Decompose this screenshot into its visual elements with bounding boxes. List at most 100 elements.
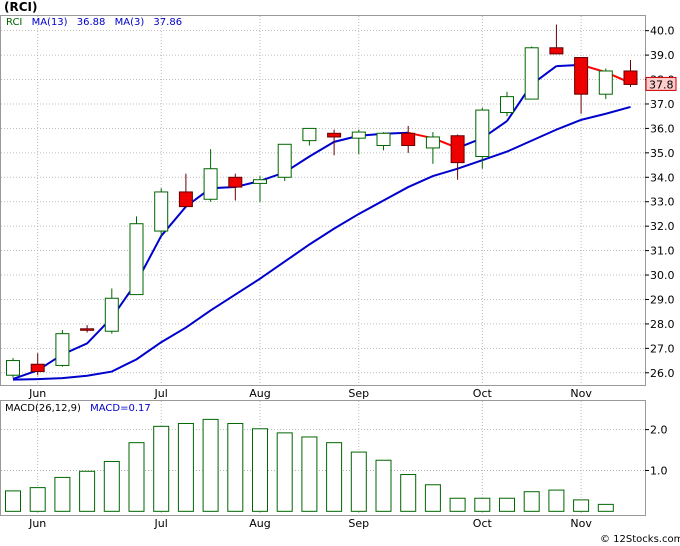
macd-bar: [449, 497, 466, 512]
price-y-tick-label: 28.0: [650, 318, 675, 331]
legend: RCI MA(13) 36.88 MA(3) 37.86: [6, 17, 182, 28]
watermark: © 12Stocks.com: [600, 534, 680, 545]
macd-x-month-label: Jul: [154, 517, 168, 530]
candle-body-down: [80, 328, 95, 331]
macd-bar: [350, 451, 367, 512]
price-x-month-label: Sep: [348, 387, 369, 400]
macd-y-tick-label: 2.0: [650, 424, 668, 437]
price-y-tick-label: 39.0: [650, 49, 675, 62]
ma13-line: [12, 105, 631, 381]
candle-body-down: [450, 135, 465, 164]
candle-body-down: [30, 363, 45, 373]
candle-body-up: [351, 131, 366, 139]
macd-legend: MACD(26,12,9) MACD=0.17: [5, 403, 151, 414]
macd-y-tick-label: 1.0: [650, 464, 668, 477]
last-price-tag: 37.8: [645, 76, 677, 91]
legend-series-label: RCI: [6, 17, 22, 28]
macd-bar: [573, 499, 590, 512]
macd-bar: [499, 497, 515, 512]
candle-body-up: [475, 109, 490, 158]
candlestick-layer: [6, 24, 638, 378]
macd-bar: [276, 432, 293, 512]
macd-value-label: MACD=0.17: [90, 403, 151, 414]
candle-body-down: [623, 70, 638, 85]
candle-body-up: [6, 360, 20, 376]
price-y-tick-label: 30.0: [650, 269, 675, 282]
macd-bar: [103, 460, 120, 512]
macd-bar: [54, 476, 71, 512]
price-y-tick-label: 29.0: [650, 293, 675, 306]
price-y-tick-label: 40.0: [650, 25, 675, 38]
chart-title: (RCI): [4, 0, 37, 14]
price-x-month-label: Jul: [154, 387, 168, 400]
candle-body-up: [104, 297, 119, 332]
candle-body-up: [302, 127, 317, 142]
macd-x-month-label: Nov: [570, 517, 592, 530]
macd-bar: [227, 422, 244, 512]
candle-body-up: [598, 70, 613, 95]
macd-x-axis: Jun Jul Aug Sep Oct Nov: [28, 517, 592, 530]
macd-y-axis: 1.0 2.0: [645, 424, 668, 477]
ma13-line-layer: [12, 105, 631, 381]
candle-body-up: [500, 96, 514, 114]
macd-bar: [128, 442, 145, 512]
macd-bar: [153, 425, 170, 512]
macd-bar: [474, 497, 491, 512]
legend-ma13-label: MA(13): [32, 17, 68, 28]
price-y-axis: 26.0 27.0 28.0 29.0 30.0 31.0 32.0 33.0 34.0 35.0…: [645, 25, 675, 380]
macd-bar: [5, 490, 21, 512]
candle-body-up: [376, 132, 391, 147]
price-y-tick-label: 35.0: [650, 147, 675, 160]
candle-body-up: [55, 333, 70, 366]
candle-body-up: [203, 168, 218, 200]
price-x-month-label: Aug: [249, 387, 270, 400]
macd-bar: [177, 422, 194, 512]
candle-body-down: [549, 47, 564, 55]
candle-body-up: [253, 179, 267, 184]
macd-bar-layer: [5, 418, 614, 512]
macd-label: MACD(26,12,9): [5, 403, 81, 414]
macd-x-month-label: Jun: [28, 517, 46, 530]
macd-bar: [597, 503, 614, 512]
legend-ma3-label: MA(3): [115, 17, 145, 28]
price-y-tick-label: 34.0: [650, 171, 675, 184]
candle-body-up: [154, 191, 169, 232]
macd-bar: [29, 487, 46, 512]
macd-bar: [252, 428, 268, 512]
price-x-month-label: Nov: [570, 387, 592, 400]
macd-bar: [301, 436, 318, 512]
macd-bar: [79, 470, 96, 512]
macd-bar: [202, 418, 219, 512]
macd-bar: [424, 484, 441, 512]
legend-ma13-value: 36.88: [77, 17, 106, 28]
price-x-month-label: Oct: [473, 387, 493, 400]
candle-body-down: [574, 57, 589, 95]
price-y-tick-label: 32.0: [650, 220, 675, 233]
price-y-tick-label: 36.0: [650, 122, 675, 135]
macd-bar: [523, 491, 540, 512]
price-y-tick-label: 33.0: [650, 196, 675, 209]
candle-body-down: [401, 132, 416, 147]
macd-x-month-label: Oct: [473, 517, 493, 530]
price-y-tick-label: 31.0: [650, 245, 675, 258]
candle-body-up: [277, 143, 292, 178]
candle-body-up: [524, 47, 539, 100]
candle-body-up: [425, 136, 440, 149]
macd-x-month-label: Aug: [249, 517, 270, 530]
macd-bar: [400, 474, 417, 512]
price-grid: [1, 16, 645, 385]
candle-body-down: [327, 132, 342, 138]
ma3-line: [12, 132, 384, 380]
price-y-tick-label: 37.0: [650, 98, 675, 111]
price-y-tick-label: 27.0: [650, 342, 675, 355]
price-y-tick-label: 26.0: [650, 367, 675, 380]
price-x-month-label: Jun: [28, 387, 46, 400]
candle-body-down: [228, 176, 243, 188]
macd-bar: [548, 489, 565, 512]
candle-body-up: [129, 223, 144, 296]
macd-x-month-label: Sep: [348, 517, 369, 530]
price-x-axis: Jun Jul Aug Sep Oct Nov: [28, 387, 592, 400]
last-price-tag-label: 37.8: [649, 78, 674, 91]
macd-bar: [375, 459, 392, 512]
